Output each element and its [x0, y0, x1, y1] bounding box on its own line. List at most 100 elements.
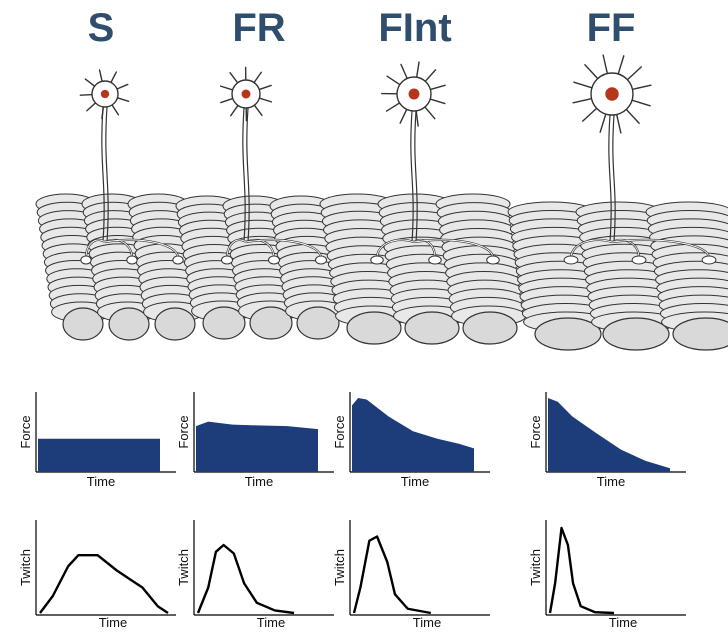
neuromuscular-junction [267, 255, 281, 265]
dendrite [400, 63, 409, 81]
twitch-time-label: Time [413, 615, 441, 630]
unit-title: FF [586, 6, 636, 50]
dendrite [219, 85, 235, 91]
twitch-plot: Twitch Time [332, 520, 490, 630]
fiber-end [462, 311, 518, 345]
fiber-end [202, 306, 246, 340]
axon-branch-core [85, 239, 106, 259]
fiber-end [534, 317, 602, 351]
dendrite [257, 84, 272, 91]
dendrite [79, 93, 95, 96]
motor-unit-column-fr: FR Force Time Twitch Time [168, 0, 350, 635]
dendrite [584, 64, 600, 81]
muscle-fibers [319, 193, 527, 345]
fiber-end [404, 311, 460, 345]
force-plot: Force Time [332, 392, 490, 489]
dendrite [98, 69, 104, 84]
dendrite [115, 83, 129, 91]
fiber-end [602, 317, 670, 351]
twitch-curve [352, 535, 432, 615]
force-time-label: Time [87, 474, 115, 489]
motor-unit-column-ff: FF Force Time Twitch Time [507, 0, 728, 635]
motor-unit-column-fint: FInt Force Time Twitch Time [319, 0, 527, 635]
dendrite [582, 106, 599, 122]
axon [101, 106, 109, 243]
dendrite [229, 103, 240, 117]
fiber-end [296, 306, 340, 340]
unit-illustration: Force Time Twitch Time [175, 66, 349, 630]
twitch-curve [196, 543, 295, 615]
dendrite [110, 103, 120, 116]
motor-neuron [79, 69, 184, 265]
unit-illustration: Force Time Twitch Time [319, 61, 527, 630]
axon-branch-core [413, 239, 494, 259]
dendrite [602, 54, 609, 77]
nucleus [241, 89, 251, 99]
force-axis-label: Force [18, 415, 33, 448]
dendrite [220, 97, 235, 104]
neuromuscular-junction [428, 255, 442, 265]
neuromuscular-junction [220, 255, 234, 265]
muscle-fiber [645, 201, 728, 351]
neuromuscular-junction [701, 255, 717, 265]
neuromuscular-junction [80, 255, 92, 265]
motor-neuron [563, 54, 717, 265]
dendrite [109, 71, 117, 85]
twitch-curve [39, 554, 169, 614]
fiber-end [62, 307, 104, 341]
force-time-label: Time [597, 474, 625, 489]
dendrite [572, 97, 595, 104]
twitch-axis-label: Twitch [332, 549, 347, 586]
fiber-end [154, 307, 196, 341]
fiber-end [672, 317, 728, 351]
neuromuscular-junction [631, 255, 647, 265]
unit-title: FR [232, 6, 286, 50]
neuromuscular-junction [563, 255, 579, 265]
force-time-label: Time [245, 474, 273, 489]
force-plot: Force Time [18, 392, 176, 489]
axon-branch-core [611, 239, 710, 259]
nucleus [408, 88, 420, 100]
axon-branch-core [226, 239, 247, 259]
muscle-fiber [377, 193, 469, 345]
force-area [352, 398, 474, 472]
dendrite [423, 105, 436, 120]
axon-branch-core [245, 239, 322, 259]
dendrite [624, 107, 640, 124]
fiber-end [249, 306, 293, 340]
axon [608, 114, 616, 243]
twitch-plot: Twitch Time [528, 520, 686, 630]
neuromuscular-junction [314, 255, 328, 265]
unit-illustration: Force Time Twitch Time [507, 54, 728, 630]
force-area [548, 398, 670, 472]
twitch-curve [548, 526, 615, 615]
dendrite [428, 84, 446, 91]
dendrite [252, 103, 263, 116]
dendrite [629, 84, 652, 91]
neuromuscular-junction [486, 255, 500, 265]
force-plot: Force Time [176, 392, 334, 489]
dendrite [229, 72, 240, 85]
dendrite [625, 66, 642, 82]
fiber-end [108, 307, 150, 341]
twitch-plot: Twitch Time [18, 520, 176, 630]
muscle-fiber [319, 193, 411, 345]
axon-branch-core [570, 239, 613, 259]
dendrite [252, 71, 263, 85]
unit-title: S [87, 6, 115, 50]
twitch-time-label: Time [609, 615, 637, 630]
dendrite [257, 97, 273, 103]
muscle-fibers [507, 201, 728, 351]
axon [410, 110, 418, 243]
dendrite [386, 75, 402, 87]
neuromuscular-junction [370, 255, 384, 265]
dendrite [86, 101, 98, 112]
dendrite [599, 111, 608, 133]
twitch-plot: Twitch Time [176, 520, 334, 630]
twitch-axis-label: Twitch [176, 549, 191, 586]
force-axis-label: Force [332, 415, 347, 448]
neuromuscular-junction [126, 255, 138, 265]
nucleus [100, 89, 110, 99]
force-area [196, 421, 318, 472]
twitch-time-label: Time [99, 615, 127, 630]
